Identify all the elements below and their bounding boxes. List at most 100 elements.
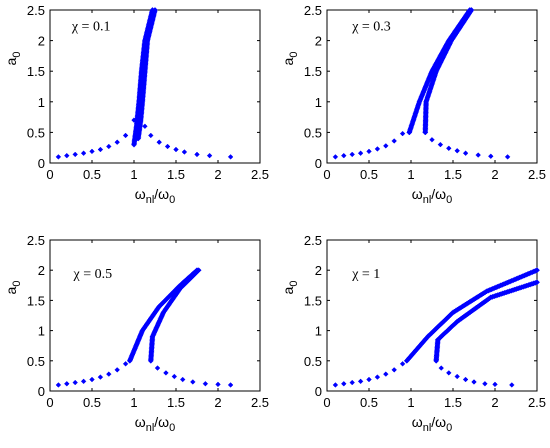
y-tick-label: 1.5 [27, 293, 45, 308]
y-axis-label: a0 [280, 281, 300, 295]
y-tick-label: 2.5 [27, 233, 45, 248]
tail-point [181, 149, 188, 155]
y-tick-label: 0.5 [27, 125, 45, 140]
x-tick-label: 0.5 [83, 167, 101, 182]
y-axis-label: a0 [3, 52, 23, 66]
y-tick-label: 1.5 [27, 64, 45, 79]
tail-point [194, 151, 200, 158]
upper-branch-point [534, 267, 540, 274]
tail-point [114, 367, 120, 373]
y-axis-label-sub: 0 [11, 281, 23, 287]
x-tick-label: 1 [130, 167, 137, 182]
tail-point [509, 382, 515, 388]
y-axis-label-sub: 0 [11, 52, 23, 58]
tail-point [429, 136, 435, 143]
y-axis-label-sub: 0 [288, 281, 300, 287]
tail-point [202, 380, 209, 387]
data-series [55, 267, 234, 388]
y-tick-label: 0 [38, 156, 45, 171]
y-tick-label: 1.5 [304, 293, 322, 308]
x-axis-label-sub1: nl [146, 194, 155, 206]
x-axis-label: ωnl/ω0 [135, 186, 175, 206]
tail-point [422, 129, 429, 136]
tail-point [399, 361, 406, 367]
y-tick-label: 2 [38, 263, 45, 278]
tail-point [97, 374, 104, 380]
x-axis-label-base: ω [135, 414, 146, 430]
x-axis-label-mid: /ω [154, 414, 169, 430]
tail-point [122, 361, 129, 367]
tail-point [55, 154, 62, 160]
x-tick-label: 1.5 [167, 395, 185, 410]
y-tick-label: 2.5 [304, 233, 322, 248]
tail-point [437, 141, 444, 148]
tail-point [179, 376, 186, 383]
y-tick-label: 0 [315, 156, 322, 171]
tail-point [332, 382, 339, 388]
tail-point [446, 145, 452, 152]
tail-point [357, 378, 364, 385]
tail-point [148, 132, 154, 139]
x-tick-label: 0.5 [83, 395, 101, 410]
x-tick-label: 1 [407, 395, 414, 410]
tail-point [462, 376, 469, 383]
tail-point [131, 117, 137, 123]
y-tick-label: 1 [38, 324, 45, 339]
tail-point [227, 382, 234, 388]
tail-point [482, 380, 488, 387]
tail-point [148, 358, 154, 364]
y-tick-label: 2 [38, 34, 45, 49]
x-tick-label: 2 [214, 395, 221, 410]
lower-branch-point [534, 279, 540, 286]
tail-point [438, 365, 444, 371]
x-axis-label: ωnl/ω0 [135, 414, 175, 434]
tail-point [357, 150, 364, 156]
data-series [332, 267, 540, 388]
x-tick-label: 2 [491, 167, 498, 182]
x-axis-label-sub1: nl [146, 422, 155, 434]
tail-point [106, 143, 112, 150]
tail-point [471, 379, 477, 385]
tail-point [55, 382, 62, 388]
y-tick-label: 1.5 [304, 64, 322, 79]
data-series [332, 7, 511, 160]
tail-point [341, 380, 347, 387]
tail-point [475, 152, 481, 158]
y-tick-label: 1 [38, 95, 45, 110]
x-tick-label: 1 [130, 395, 137, 410]
x-axis-label: ωnl/ω0 [412, 414, 452, 434]
axes-frame [49, 239, 261, 392]
x-tick-label: 1 [407, 167, 414, 182]
chi-annotation: χ = 1 [351, 267, 380, 282]
tail-point [89, 148, 95, 155]
tail-point [366, 148, 372, 155]
x-axis-label-base: ω [135, 186, 146, 202]
tail-point [122, 132, 129, 139]
tail-point [399, 130, 406, 137]
tail-point [391, 138, 397, 144]
axes-frame [49, 9, 261, 164]
y-axis-label-base: a [280, 286, 296, 294]
y-tick-label: 2 [315, 34, 322, 49]
tail-point [383, 143, 389, 149]
x-axis-label-sub2: 0 [169, 194, 175, 206]
y-tick-label: 0.5 [27, 354, 45, 369]
tail-point [383, 371, 389, 377]
tail-point [462, 150, 469, 156]
tail-point [454, 373, 460, 380]
tail-point [206, 152, 213, 159]
y-tick-label: 0.5 [304, 125, 322, 140]
tail-point [106, 371, 112, 377]
tail-point [332, 154, 339, 160]
tail-point [504, 154, 511, 160]
x-tick-label: 0 [323, 395, 330, 410]
tail-point [349, 151, 355, 158]
tail-point [80, 378, 87, 385]
x-tick-label: 2 [491, 395, 498, 410]
y-tick-label: 2.5 [27, 3, 45, 18]
x-tick-label: 0.5 [360, 167, 378, 182]
tail-point [190, 379, 196, 385]
tail-point [446, 370, 452, 376]
